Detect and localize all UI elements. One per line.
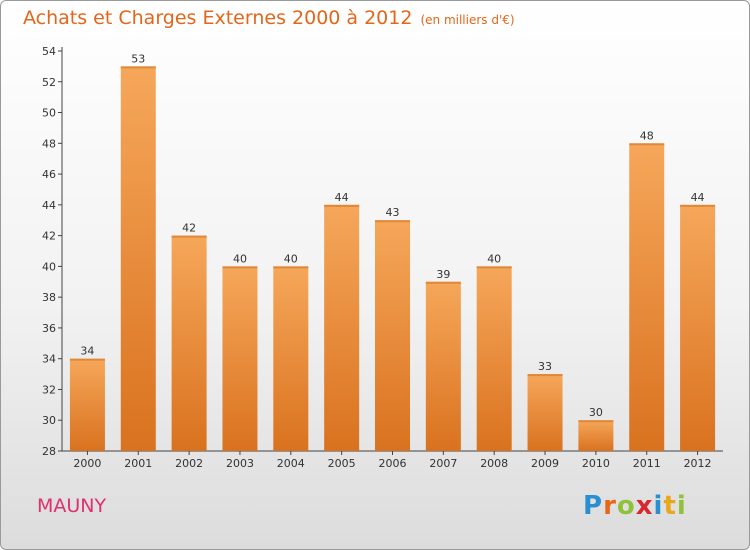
y-tick-label: 48 [42, 137, 56, 150]
chart-title-text: Achats et Charges Externes 2000 à 2012 [23, 7, 413, 29]
bar [680, 204, 716, 451]
y-tick-label: 46 [42, 168, 56, 181]
bar-top-edge [120, 66, 156, 69]
y-tick-label: 52 [42, 76, 56, 89]
x-tick-label: 2010 [582, 457, 610, 470]
bar-value-label: 44 [335, 191, 349, 204]
x-tick-label: 2002 [175, 457, 203, 470]
bar [324, 204, 360, 451]
x-tick-label: 2009 [531, 457, 559, 470]
bar-value-label: 40 [233, 252, 247, 265]
x-tick-label: 2012 [684, 457, 712, 470]
bar-value-label: 43 [386, 206, 400, 219]
brand-letter: P [583, 491, 604, 521]
bar [273, 266, 309, 451]
bar-top-edge [578, 420, 614, 423]
bar-top-edge [375, 220, 410, 223]
y-tick-label: 50 [42, 107, 56, 120]
bar-value-label: 30 [589, 406, 603, 419]
brand-logo: Proxiti [583, 491, 687, 521]
bar [476, 266, 512, 451]
y-tick-label: 42 [42, 230, 56, 243]
bar [425, 281, 461, 451]
bar-value-label: 53 [131, 52, 145, 65]
bar-top-edge [425, 281, 461, 284]
y-tick-label: 36 [42, 322, 56, 335]
x-tick-label: 2007 [429, 457, 457, 470]
bar [629, 143, 665, 452]
bar-top-edge [629, 143, 665, 146]
bar [120, 66, 156, 451]
bar-top-edge [222, 266, 258, 269]
bar-top-edge [273, 266, 309, 269]
bar [375, 220, 410, 451]
y-tick-label: 30 [42, 414, 56, 427]
bar-top-edge [680, 204, 716, 207]
x-tick-label: 2008 [480, 457, 508, 470]
x-tick-label: 2006 [379, 457, 407, 470]
x-tick-label: 2001 [124, 457, 152, 470]
bar-value-label: 33 [538, 360, 552, 373]
y-tick-label: 28 [42, 445, 56, 458]
bar-value-label: 40 [284, 252, 298, 265]
bar [578, 420, 614, 451]
bar-value-label: 40 [487, 252, 501, 265]
bars [69, 66, 716, 452]
brand-letter: t [663, 491, 677, 521]
brand-letter: o [616, 491, 636, 521]
brand-letter: r [603, 491, 617, 521]
x-tick-label: 2003 [226, 457, 254, 470]
y-tick-label: 54 [42, 45, 56, 58]
chart-title: Achats et Charges Externes 2000 à 2012 (e… [23, 7, 515, 29]
bar-top-edge [171, 235, 207, 238]
y-tick-label: 44 [42, 199, 56, 212]
bar-value-label: 44 [691, 191, 705, 204]
brand-letter: i [676, 491, 687, 521]
bar [171, 235, 207, 451]
y-tick-label: 32 [42, 383, 56, 396]
brand-letter: x [635, 491, 654, 521]
labels: 28 30 32 34 36 38 40 42 44 46 48 50 52 54 34 2000 53 2001… [42, 45, 712, 470]
bar [69, 358, 105, 451]
bar [222, 266, 258, 451]
y-tick-label: 38 [42, 291, 56, 304]
bar-value-label: 39 [436, 268, 450, 281]
x-tick-label: 2011 [633, 457, 661, 470]
bar-top-edge [69, 358, 105, 361]
bar-top-edge [527, 374, 563, 377]
y-tick-label: 34 [42, 353, 56, 366]
x-tick-label: 2000 [73, 457, 101, 470]
x-tick-label: 2005 [328, 457, 356, 470]
bar-top-edge [324, 204, 360, 207]
bar-value-label: 42 [182, 222, 196, 235]
x-tick-label: 2004 [277, 457, 305, 470]
brand-letter: i [653, 491, 664, 521]
chart-subtitle: (en milliers d'€) [420, 13, 515, 27]
y-tick-label: 40 [42, 260, 56, 273]
bar-top-edge [476, 266, 512, 269]
bar [527, 374, 563, 451]
bar-value-label: 48 [640, 129, 654, 142]
commune-name: MAUNY [37, 495, 107, 517]
bar-value-label: 34 [80, 345, 94, 358]
